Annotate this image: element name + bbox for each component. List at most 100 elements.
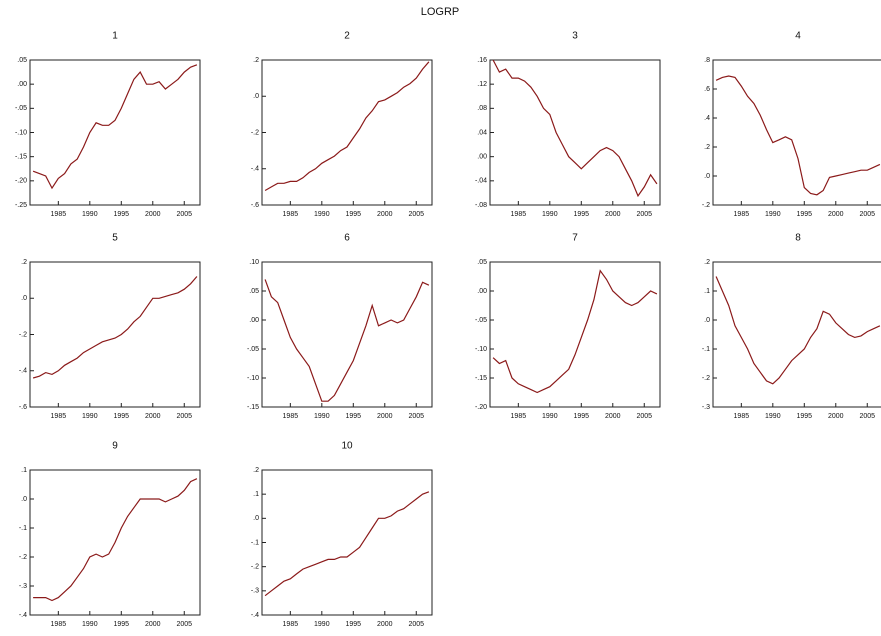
- y-tick-label: .00: [477, 288, 487, 295]
- x-tick-label: 1995: [114, 211, 130, 218]
- plot-frame: [489, 59, 661, 206]
- main-title: LOGRP: [421, 6, 460, 18]
- y-tick-label: -.4: [251, 166, 259, 173]
- y-tick-label: .8: [704, 57, 710, 64]
- y-tick-label: -.2: [702, 375, 710, 382]
- data-line: [32, 276, 198, 379]
- panel-title: 3: [572, 31, 578, 42]
- x-tick-label: 1995: [574, 211, 590, 218]
- y-tick-label: -.3: [19, 583, 27, 590]
- x-tick-label: 1990: [314, 413, 330, 420]
- panel: 10 .2 .1 .0 -.1 -.2 -.3 -.4 1985 1990 1995 2000 2005: [251, 441, 433, 628]
- y-tick-label: -.25: [15, 202, 27, 209]
- y-tick-label: -.4: [19, 612, 27, 619]
- panel-title: 4: [795, 31, 801, 42]
- y-tick-label: .2: [704, 144, 710, 151]
- panel-title: 5: [112, 233, 118, 244]
- data-line: [264, 279, 430, 402]
- x-tick-label: 1985: [51, 621, 67, 628]
- x-tick-label: 1990: [82, 211, 98, 218]
- y-tick-label: .12: [477, 81, 487, 88]
- y-tick-label: -.2: [702, 202, 710, 209]
- x-tick-label: 2005: [859, 413, 875, 420]
- data-line: [264, 61, 430, 192]
- y-tick-label: -.05: [247, 346, 259, 353]
- y-tick-label: .1: [21, 467, 27, 474]
- x-tick-label: 2000: [145, 413, 161, 420]
- y-tick-label: -.10: [247, 375, 259, 382]
- x-tick-label: 1990: [314, 621, 330, 628]
- x-tick-label: 1990: [542, 211, 558, 218]
- panel-title: 9: [112, 441, 118, 452]
- x-tick-label: 1995: [346, 413, 362, 420]
- x-tick-label: 1995: [114, 621, 130, 628]
- x-tick-label: 1990: [82, 621, 98, 628]
- panel: 3 .16 .12 .08 .04 .00 -.04 -.08 1985 1990 1995 2000…: [475, 31, 661, 218]
- x-tick-label: 1995: [797, 211, 813, 218]
- x-tick-label: 2005: [859, 211, 875, 218]
- y-tick-label: -.1: [702, 346, 710, 353]
- y-tick-label: -.08: [475, 202, 487, 209]
- x-tick-label: 1985: [283, 211, 299, 218]
- y-tick-label: -.6: [251, 202, 259, 209]
- x-tick-label: 2005: [176, 413, 192, 420]
- y-tick-label: .05: [17, 57, 27, 64]
- y-tick-label: .0: [21, 295, 27, 302]
- panel: 6 .10 .05 .00 -.05 -.10 -.15 1985 1990 1995 2000 20…: [247, 233, 433, 420]
- x-tick-label: 2005: [636, 413, 652, 420]
- y-tick-label: -.6: [19, 404, 27, 411]
- x-tick-label: 2005: [408, 621, 424, 628]
- y-tick-label: -.20: [15, 178, 27, 185]
- plot-frame: [712, 59, 881, 206]
- y-tick-label: -.2: [251, 564, 259, 571]
- panel: 7 .05 .00 -.05 -.10 -.15 -.20 1985 1990 1995 2000 2…: [475, 233, 661, 420]
- x-tick-label: 1990: [765, 211, 781, 218]
- x-tick-label: 1985: [511, 413, 527, 420]
- panel: 9 .1 .0 -.1 -.2 -.3 -.4 1985 1990 1995 2000 2005: [19, 441, 201, 628]
- y-tick-label: .10: [249, 259, 259, 266]
- y-tick-label: .2: [253, 57, 259, 64]
- y-tick-label: .05: [477, 259, 487, 266]
- panel-title: 1: [112, 31, 118, 42]
- panel: 1 .05 .00 -.05 -.10 -.15 -.20 -.25 1985 1990 1995 2…: [15, 31, 201, 218]
- panel: 4 .8 .6 .4 .2 .0 -.2 1985 1990 1995 2000 2005: [702, 31, 881, 218]
- data-line: [33, 478, 198, 602]
- x-tick-label: 2000: [605, 413, 621, 420]
- y-tick-label: .0: [253, 515, 259, 522]
- y-tick-label: -.2: [251, 129, 259, 136]
- x-tick-label: 2005: [636, 211, 652, 218]
- y-tick-label: -.2: [19, 331, 27, 338]
- x-tick-label: 2000: [828, 211, 844, 218]
- x-tick-label: 2005: [176, 211, 192, 218]
- x-tick-label: 1995: [574, 413, 590, 420]
- plot-frame: [29, 469, 201, 616]
- y-tick-label: -.10: [15, 129, 27, 136]
- y-tick-label: -.1: [19, 525, 27, 532]
- x-tick-label: 1985: [283, 413, 299, 420]
- y-tick-label: .00: [477, 154, 487, 161]
- y-tick-label: .05: [249, 288, 259, 295]
- panel: 2 .2 .0 -.2 -.4 -.6 1985 1990 1995 2000 2005: [251, 31, 433, 218]
- y-tick-label: -.15: [247, 404, 259, 411]
- y-tick-label: -.20: [475, 404, 487, 411]
- panel-title: 6: [344, 233, 350, 244]
- panel-title: 7: [572, 233, 578, 244]
- y-tick-label: -.15: [475, 375, 487, 382]
- x-tick-label: 2000: [377, 211, 393, 218]
- x-tick-label: 2000: [145, 621, 161, 628]
- data-line: [264, 491, 430, 597]
- y-tick-label: .00: [17, 81, 27, 88]
- x-tick-label: 1990: [542, 413, 558, 420]
- x-tick-label: 1985: [51, 211, 67, 218]
- x-tick-label: 1985: [511, 211, 527, 218]
- data-line: [492, 59, 658, 198]
- x-tick-label: 2005: [176, 621, 192, 628]
- x-tick-label: 1995: [346, 211, 362, 218]
- y-tick-label: -.3: [251, 588, 259, 595]
- y-tick-label: .0: [253, 93, 259, 100]
- panel-title: 8: [795, 233, 801, 244]
- plot-frame: [261, 59, 433, 206]
- y-tick-label: .0: [704, 173, 710, 180]
